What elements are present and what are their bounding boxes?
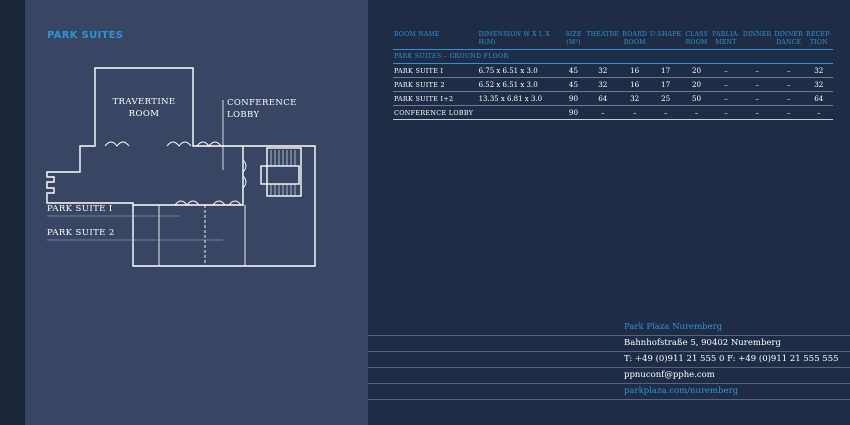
header-u-shape: U-SHAPE (648, 31, 683, 50)
cell-reception: – (804, 105, 833, 120)
cell-u-shape: 17 (648, 63, 683, 78)
hotel-phone-fax: T: +49 (0)911 21 555 0 F: +49 (0)911 21 … (368, 352, 850, 368)
cell-class-room: – (682, 105, 711, 120)
table-row: CONFERENCE LOBBY 90– – – – – – – – (393, 105, 833, 120)
cell-parliament: – (710, 63, 742, 78)
cell-dinner-dance: – (772, 91, 805, 106)
cell-board-room: 16 (620, 77, 649, 92)
cell-dinner-dance: – (772, 105, 805, 120)
cell-dinner: – (741, 105, 773, 120)
cell-dinner-dance: – (772, 63, 805, 78)
cell-class-room: 50 (682, 91, 711, 106)
header-dinner-dance: DINNER DANCE (772, 31, 805, 50)
cell-dimension (477, 105, 563, 120)
hotel-email[interactable]: ppnuconf@pphe.com (368, 368, 850, 384)
header-room-name: ROOM NAME (393, 31, 478, 50)
table-row: PARK SUITE I+2 13.35 x 6.81 x 3.0 90 64 32 25… (393, 91, 833, 106)
cell-size: 90 (562, 91, 585, 106)
info-panel: ROOM NAME DIMENSION W x L x H(M) SIZE (M… (368, 0, 850, 425)
floorplan-drawing (46, 67, 316, 267)
spine-bar (0, 0, 25, 425)
cell-dimension: 13.35 x 6.81 x 3.0 (477, 91, 563, 106)
room-divider (158, 205, 246, 266)
cell-class-room: 20 (682, 63, 711, 78)
cell-theatre: 32 (584, 63, 621, 78)
cell-class-room: 20 (682, 77, 711, 92)
cell-u-shape: 25 (648, 91, 683, 106)
cell-dimension: 6.75 x 6.51 x 3.0 (477, 63, 563, 78)
cell-theatre: 32 (584, 77, 621, 92)
label-park-suite-2: PARK SUITE 2 (47, 228, 115, 238)
header-dimension: DIMENSION W x L x H(M) (477, 31, 563, 50)
header-board-room: BOARD ROOM (620, 31, 649, 50)
header-parliament: PARLIA- MENT (710, 31, 742, 50)
cell-name: PARK SUITE I+2 (393, 91, 478, 106)
header-reception: RECEP- TION (804, 31, 833, 50)
cell-parliament: – (710, 77, 742, 92)
staircase (266, 147, 302, 197)
cell-dinner: – (741, 91, 773, 106)
hotel-website-link[interactable]: parkplaza.com/nuremberg (368, 384, 850, 400)
cell-board-room: – (620, 105, 649, 120)
cell-name: PARK SUITE I (393, 63, 478, 78)
table-row: PARK SUITE I 6.75 x 6.51 x 3.0 45 32 16 17 20–… (393, 63, 833, 78)
header-class-room: CLASS ROOM (682, 31, 711, 50)
cell-u-shape: – (648, 105, 683, 120)
cell-dinner: – (741, 63, 773, 78)
cell-u-shape: 17 (648, 77, 683, 92)
hotel-address: Bahnhofstraße 5, 90402 Nuremberg (368, 336, 850, 352)
label-park-suite-1: PARK SUITE I (47, 204, 113, 214)
cell-reception: 32 (804, 63, 833, 78)
stair-landing (260, 165, 300, 185)
hotel-name: Park Plaza Nuremberg (368, 320, 850, 336)
header-dinner: DINNER (741, 31, 773, 50)
contact-block: Park Plaza Nuremberg Bahnhofstraße 5, 90… (368, 320, 850, 400)
cell-size: 90 (562, 105, 585, 120)
cell-board-room: 16 (620, 63, 649, 78)
cell-dinner-dance: – (772, 77, 805, 92)
label-travertine-room: TRAVERTINE ROOM (112, 97, 176, 119)
section-row: PARK SUITES – GROUND FLOOR (393, 49, 833, 64)
table-header-row: ROOM NAME DIMENSION W x L x H(M) SIZE (M… (393, 31, 833, 50)
cell-reception: 64 (804, 91, 833, 106)
stair-steps (270, 150, 296, 196)
cell-theatre: – (584, 105, 621, 120)
floorplan-panel: PARK SUITES TRAVERTINE ROOM CONFERENCE L… (25, 0, 368, 425)
cell-parliament: – (710, 91, 742, 106)
cell-reception: 32 (804, 77, 833, 92)
cell-board-room: 32 (620, 91, 649, 106)
cell-theatre: 64 (584, 91, 621, 106)
door-arcs (104, 141, 247, 206)
cell-name: PARK SUITE 2 (393, 77, 478, 92)
cell-dinner: – (741, 77, 773, 92)
cell-size: 45 (562, 63, 585, 78)
table-row: PARK SUITE 2 6.52 x 6.51 x 3.0 45 32 16 17 20–… (393, 77, 833, 92)
cell-size: 45 (562, 77, 585, 92)
header-theatre: THEATRE (584, 31, 621, 50)
section-title: PARK SUITES – GROUND FLOOR (393, 49, 833, 64)
floorplan-title: PARK SUITES (47, 30, 124, 41)
building-outline (46, 67, 316, 267)
cell-parliament: – (710, 105, 742, 120)
cell-dimension: 6.52 x 6.51 x 3.0 (477, 77, 563, 92)
header-size: SIZE (M²) (562, 31, 585, 50)
lobby-inner-wall (133, 146, 244, 206)
label-conference-lobby: CONFERENCE LOBBY (227, 98, 297, 120)
cell-name: CONFERENCE LOBBY (393, 105, 478, 120)
capacity-table: ROOM NAME DIMENSION W x L x H(M) SIZE (M… (393, 31, 833, 120)
